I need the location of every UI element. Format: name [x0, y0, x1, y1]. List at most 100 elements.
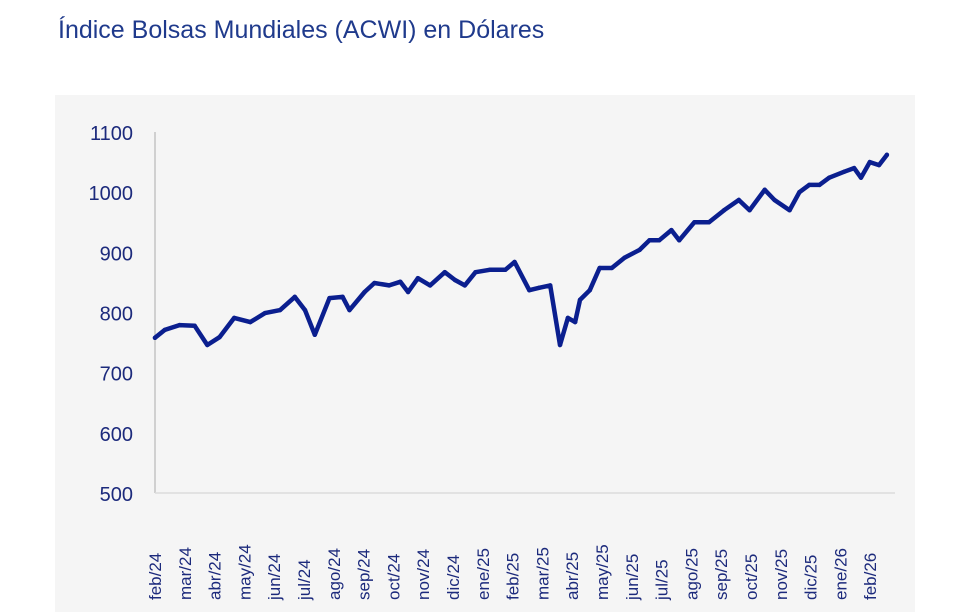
y-tick-label: 500	[100, 484, 133, 506]
data-point	[205, 342, 210, 348]
data-point	[503, 267, 508, 272]
plot-background	[55, 95, 915, 612]
x-tick-label: jun/25	[623, 554, 642, 601]
data-point	[162, 327, 168, 333]
data-point	[858, 175, 864, 180]
x-tick-label: feb/24	[146, 553, 165, 600]
data-point	[217, 334, 222, 340]
data-point	[577, 297, 583, 303]
x-tick-label: jun/24	[265, 554, 284, 601]
data-point	[536, 285, 542, 291]
data-point	[427, 283, 433, 288]
data-point	[405, 289, 411, 295]
data-point	[292, 294, 297, 300]
data-point	[473, 269, 478, 275]
x-tick-label: ago/25	[682, 548, 701, 600]
data-point	[152, 335, 158, 340]
data-point	[302, 307, 308, 313]
data-point	[362, 289, 367, 295]
data-point	[192, 323, 197, 328]
data-point	[372, 280, 377, 286]
data-point	[787, 208, 792, 213]
data-point	[609, 265, 615, 271]
data-point	[807, 182, 812, 188]
x-tick-label: feb/26	[861, 553, 880, 600]
data-point	[817, 182, 822, 188]
data-point	[772, 197, 777, 203]
x-tick-label: abr/25	[563, 552, 582, 600]
data-point	[487, 267, 492, 272]
data-point	[721, 208, 727, 213]
data-point	[452, 277, 458, 283]
data-point	[340, 294, 345, 300]
data-point	[398, 279, 403, 285]
x-tick-label: nov/25	[772, 549, 791, 600]
x-tick-label: dic/25	[802, 555, 821, 600]
data-point	[851, 165, 857, 171]
data-point	[557, 342, 563, 348]
data-point	[867, 159, 873, 165]
data-point	[248, 319, 253, 325]
data-point	[797, 189, 802, 195]
data-point	[876, 162, 882, 168]
y-tick-label: 900	[100, 243, 133, 265]
x-tick-label: feb/25	[504, 553, 523, 600]
data-point	[747, 208, 752, 213]
x-tick-label: may/25	[593, 544, 612, 600]
data-point	[762, 187, 767, 192]
x-tick-label: jul/24	[295, 559, 314, 601]
data-point	[327, 295, 332, 301]
x-tick-label: abr/24	[206, 552, 225, 600]
data-point	[669, 227, 674, 233]
x-tick-label: ene/26	[831, 548, 850, 600]
data-point	[637, 247, 642, 253]
data-point	[177, 322, 182, 328]
data-point	[386, 283, 392, 288]
x-tick-label: oct/25	[742, 554, 761, 600]
data-point	[277, 307, 283, 313]
data-point	[442, 269, 447, 275]
x-tick-label: mar/25	[533, 547, 552, 600]
data-point	[462, 283, 467, 288]
data-point	[827, 175, 832, 180]
data-point	[527, 288, 532, 293]
data-point	[622, 255, 627, 260]
x-tick-label: sep/24	[355, 549, 374, 600]
x-tick-label: ene/25	[474, 548, 493, 600]
x-tick-label: mar/24	[176, 547, 195, 600]
data-point	[587, 288, 593, 293]
acwi-series-line	[152, 152, 890, 348]
data-point	[597, 265, 602, 271]
data-point	[232, 315, 237, 321]
y-tick-label: 1000	[89, 183, 134, 205]
x-tick-label: dic/24	[444, 555, 463, 600]
data-point	[262, 310, 268, 316]
x-tick-label: ago/24	[325, 548, 344, 600]
x-tick-label: sep/25	[712, 549, 731, 600]
data-point	[692, 220, 697, 225]
data-point	[677, 238, 682, 243]
x-tick-label: may/24	[235, 544, 254, 600]
y-tick-label: 800	[100, 304, 133, 326]
data-point	[842, 169, 847, 174]
data-point	[884, 152, 890, 158]
x-tick-label: jul/25	[653, 559, 672, 601]
chart-title: Índice Bolsas Mundiales (ACWI) en Dólare…	[58, 16, 545, 44]
data-point	[736, 197, 742, 203]
data-point	[572, 319, 578, 325]
data-point	[548, 283, 553, 288]
data-point	[706, 220, 712, 225]
x-tick-label: nov/24	[414, 549, 433, 600]
data-point	[647, 238, 652, 243]
data-point	[415, 276, 421, 281]
y-tick-label: 1100	[90, 123, 133, 145]
data-point	[512, 259, 517, 265]
y-tick-label: 600	[100, 424, 133, 446]
y-tick-label: 700	[100, 364, 133, 386]
data-point	[565, 315, 571, 321]
data-point	[657, 238, 662, 243]
x-tick-label: oct/24	[384, 554, 403, 600]
data-point	[312, 332, 317, 337]
data-point	[347, 307, 352, 313]
